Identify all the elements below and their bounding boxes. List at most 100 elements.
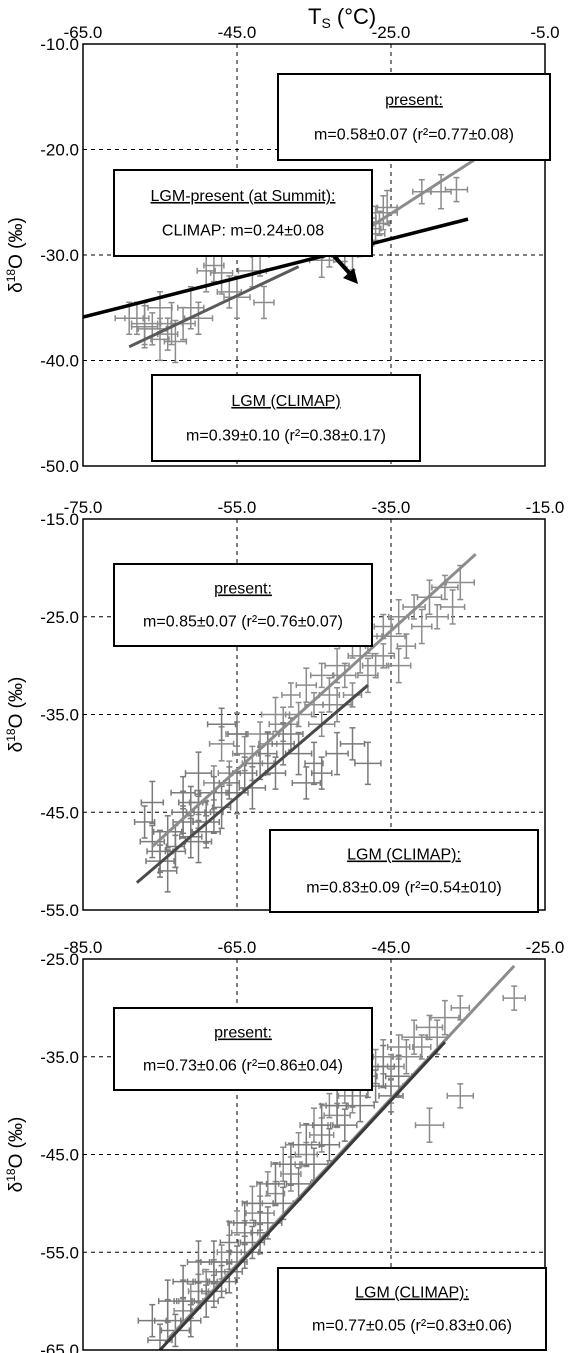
fit-line [151,553,477,848]
y-axis-label-delta: δ [6,1182,27,1193]
data-point [177,286,205,330]
annotation-text: m=0.83±0.09 (r²=0.54±010) [306,879,501,896]
data-point [226,1245,248,1279]
data-point [184,751,213,795]
data-point [502,985,526,1011]
annotation-text: m=0.39±0.10 (r²=0.38±0.17) [186,427,386,444]
fit-line [135,684,369,884]
y-axis-label: δ18O (‰) [4,1117,27,1193]
data-point [184,819,213,864]
x-tick-label: -45.0 [218,23,257,42]
annotation-box: present: m=0.58±0.07 (r²=0.77±0.08) [277,73,551,161]
data-point [354,741,382,786]
data-point [211,785,232,830]
data-point [371,643,396,669]
annotation-title: LGM-present (at Summit): [151,188,336,205]
annotation-box: present: m=0.85±0.07 (r²=0.76±0.07) [113,563,373,647]
panel-3: -85.0 -65.0 -45.0 -25.0 -25.0 -35.0 -45.0 -55.0… [4,938,564,1353]
x-tick-label: -45.0 [372,938,411,957]
data-point [206,707,237,742]
data-point [385,647,412,684]
y-tick-label: -55.0 [40,901,79,920]
data-point [227,712,247,756]
chart-title: TS (°C) [308,4,376,31]
y-axis-label-rest: O (‰) [6,1117,27,1169]
y-axis-label-delta: δ [6,742,27,753]
x-tick-label: -65.0 [64,23,103,42]
data-point [426,1019,448,1055]
data-point [391,1039,422,1075]
y-tick-label: -25.0 [40,608,79,627]
x-tick-label: -85.0 [64,938,103,957]
data-point [170,775,196,810]
annotation-text: CLIMAP: m=0.24±0.08 [162,222,324,239]
y-tick-label: -35.0 [40,706,79,725]
y-axis-label: δ18O (‰) [4,217,27,293]
data-point [396,633,417,659]
y-tick-label: -10.0 [40,35,79,54]
y-axis-label-sup: 18 [4,1168,18,1182]
data-point [279,1142,303,1187]
y-tick-label: -55.0 [40,1243,79,1262]
data-point [291,766,322,800]
annotation-text: m=0.77±0.05 (r²=0.83±0.06) [312,1317,512,1334]
data-point [172,1264,194,1299]
chart-title-sub: S [321,15,330,31]
data-point [357,657,379,694]
data-point [130,304,159,349]
data-point [339,727,366,761]
annotation-title: LGM (CLIMAP): [347,847,461,864]
annotation-title: present: [385,92,443,109]
data-layer [133,553,477,893]
annotation-box: LGM (CLIMAP) m=0.39±0.10 (r²=0.38±0.17) [151,374,421,462]
summit-arrow-icon [332,254,358,284]
data-point [137,1303,168,1338]
annotation-box: LGM (CLIMAP): m=0.77±0.05 (r²=0.83±0.06) [277,1267,547,1351]
x-tick-label: -5.0 [530,23,559,42]
data-point [415,1014,444,1041]
fit-line [128,265,300,349]
fit-line [158,1041,447,1350]
y-tick-label: -25.0 [40,950,79,969]
y-tick-label: -30.0 [40,246,79,265]
annotation-box: present: m=0.73±0.06 (r²=0.86±0.04) [113,1007,373,1091]
x-tick-label: -25.0 [526,938,565,957]
data-point [163,319,188,364]
data-point [439,589,466,625]
data-point [332,1108,358,1142]
data-point [180,1303,202,1338]
y-axis-label: δ18O (‰) [4,677,27,753]
chart-title-unit: (°C) [331,4,376,29]
y-tick-label: -50.0 [40,457,79,476]
data-point [450,995,471,1021]
data-point [310,756,333,790]
data-point [140,780,165,825]
y-tick-label: -40.0 [40,352,79,371]
data-point [253,285,275,320]
annotation-text: m=0.73±0.06 (r²=0.86±0.04) [143,1057,343,1074]
data-point [414,1107,445,1143]
data-point [304,741,324,786]
data-point [431,574,459,601]
x-tick-label: -65.0 [218,938,257,957]
data-point [412,1034,432,1060]
annotation-text: m=0.58±0.07 (r²=0.77±0.08) [314,126,514,143]
data-point [186,1240,211,1284]
panel-2: -75.0 -55.0 -35.0 -15.0 -15.0 -25.0 -35.0 -45.0… [4,498,564,920]
y-tick-label: -65.0 [40,1341,79,1353]
data-point [325,731,349,776]
panel-1: -65.0 -45.0 -25.0 -5.0 -10.0 -20.0 -30.0 -40.0 -… [4,23,560,476]
data-point [411,608,433,645]
data-point [333,662,357,689]
data-point [412,178,432,205]
chart-title-main: T [308,4,321,29]
data-point [445,564,476,601]
annotation-title: present: [214,1025,272,1042]
data-point [238,766,267,810]
annotation-box: LGM (CLIMAP): m=0.83±0.09 (r²=0.54±010) [269,829,539,913]
data-point [229,1235,260,1269]
annotation-title: present: [214,581,272,598]
annotation-box: LGM-present (at Summit): CLIMAP: m=0.24±0… [113,169,373,257]
y-axis-label-sup: 18 [4,728,18,742]
